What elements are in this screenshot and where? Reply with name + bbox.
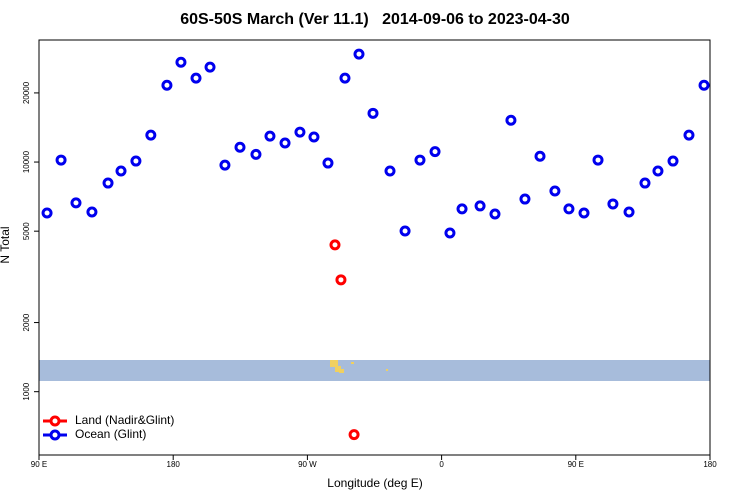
point: [456, 203, 468, 215]
y-tick-label: 10000: [22, 150, 31, 173]
point: [592, 154, 604, 166]
point: [335, 274, 347, 286]
point: [444, 227, 456, 239]
point: [429, 146, 441, 158]
point: [190, 72, 202, 84]
point: [399, 225, 411, 237]
point: [234, 141, 246, 153]
legend-marker: [49, 415, 61, 427]
point: [353, 48, 365, 60]
point: [70, 197, 82, 209]
y-tick-label: 2000: [22, 313, 31, 331]
x-tick-label: 90 W: [298, 460, 317, 469]
point: [55, 154, 67, 166]
point: [219, 159, 231, 171]
point: [264, 130, 276, 142]
point: [130, 155, 142, 167]
point: [519, 193, 531, 205]
point: [384, 165, 396, 177]
legend-marker: [49, 429, 61, 441]
chart-title: 60S-50S March (Ver 11.1) 2014-09-06 to 2…: [180, 11, 570, 28]
map-land: [330, 360, 388, 373]
point: [41, 207, 53, 219]
y-tick-label: 1000: [22, 382, 31, 400]
x-tick-label: 90 E: [31, 460, 47, 469]
x-tick-label: 180: [703, 460, 717, 469]
point: [250, 148, 262, 160]
point: [578, 207, 590, 219]
point: [639, 177, 651, 189]
y-tick-label: 20000: [22, 81, 31, 104]
point: [683, 129, 695, 141]
y-tick-label: 5000: [22, 222, 31, 240]
legend-label: Land (Nadir&Glint): [75, 413, 174, 427]
point: [367, 107, 379, 119]
legend-label: Ocean (Glint): [75, 427, 146, 441]
point: [607, 198, 619, 210]
point: [308, 131, 320, 143]
point: [175, 56, 187, 68]
point: [534, 150, 546, 162]
point: [339, 72, 351, 84]
point: [115, 165, 127, 177]
point: [623, 206, 635, 218]
x-tick-label: 0: [439, 460, 444, 469]
point: [86, 206, 98, 218]
x-tick-label: 180: [167, 460, 181, 469]
plot-frame: [38, 39, 711, 456]
point: [204, 61, 216, 73]
map-strip: [39, 360, 710, 381]
point: [279, 137, 291, 149]
point: [322, 157, 334, 169]
point: [667, 155, 679, 167]
point: [294, 126, 306, 138]
y-axis-label: N Total: [0, 226, 12, 263]
point: [549, 185, 561, 197]
point: [161, 79, 173, 91]
point: [698, 79, 710, 91]
legend: Land (Nadir&Glint)Ocean (Glint): [43, 413, 174, 441]
point: [102, 177, 114, 189]
point: [329, 239, 341, 251]
point: [348, 429, 360, 441]
point: [489, 208, 501, 220]
point: [474, 200, 486, 212]
point: [652, 165, 664, 177]
point: [563, 203, 575, 215]
point: [414, 154, 426, 166]
x-axis-label: Longitude (deg E): [327, 476, 422, 490]
x-tick-label: 90 E: [568, 460, 584, 469]
point: [145, 129, 157, 141]
point: [505, 114, 517, 126]
